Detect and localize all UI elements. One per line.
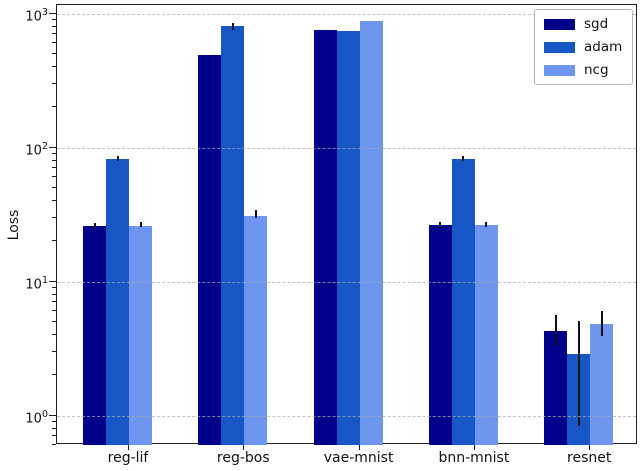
y-tick-exp: 2 (41, 140, 48, 152)
bar-sgd-resnet (544, 330, 568, 445)
error-bar-sgd-bnn-mnist (439, 221, 442, 229)
error-bar-adam-reg-lif (116, 156, 119, 162)
y-minor-tick (52, 199, 56, 201)
y-minor-tick (52, 427, 56, 429)
y-tick-exp: 3 (41, 6, 48, 18)
y-minor-tick (52, 350, 56, 352)
error-bar-sgd-resnet (554, 315, 557, 346)
y-gridline-10e1 (57, 281, 636, 283)
error-bar-ncg-resnet (600, 311, 603, 337)
y-tick-base: 10 (25, 8, 42, 24)
x-tick-label-reg-lif: reg-lif (107, 450, 149, 466)
error-bar-adam-resnet (577, 320, 580, 426)
bar-adam-reg-lif (106, 159, 129, 445)
y-minor-tick (52, 152, 56, 154)
bar-adam-reg-bos (221, 25, 245, 445)
y-tick-label: 102 (2, 138, 48, 160)
bar-adam-bnn-mnist (451, 159, 475, 445)
y-minor-tick (52, 374, 56, 376)
y-minor-tick (52, 18, 56, 20)
x-tick (589, 444, 591, 450)
legend: sgd adam ncg (534, 9, 634, 85)
legend-label: adam (584, 39, 623, 55)
y-minor-tick (52, 240, 56, 242)
bar-sgd-reg-bos (198, 55, 222, 445)
y-minor-tick (52, 301, 56, 303)
y-minor-tick (52, 52, 56, 54)
error-bar-ncg-bnn-mnist (485, 221, 488, 227)
y-major-tick (49, 12, 56, 14)
legend-item-sgd: sgd (544, 16, 622, 32)
y-tick-exp: 0 (41, 408, 48, 420)
y-tick-base: 10 (25, 142, 42, 158)
y-minor-tick (52, 25, 56, 27)
bar-ncg-reg-bos (244, 215, 268, 445)
y-minor-tick (52, 286, 56, 288)
x-tick-label-resnet: resnet (567, 450, 612, 466)
error-bar-adam-reg-bos (231, 23, 234, 30)
error-bar-sgd-reg-lif (93, 222, 96, 229)
bar-adam-vae-mnist (336, 30, 360, 445)
y-minor-tick (52, 186, 56, 188)
x-tick-label-bnn-mnist: bnn-mnist (438, 450, 510, 466)
x-tick (473, 444, 475, 450)
y-minor-tick (52, 106, 56, 108)
y-tick-label: 101 (2, 272, 48, 294)
y-minor-tick (52, 420, 56, 422)
y-minor-tick (52, 159, 56, 161)
x-tick (358, 444, 360, 450)
y-minor-tick (52, 33, 56, 35)
y-minor-tick (52, 444, 56, 446)
y-major-tick (49, 146, 56, 148)
y-gridline-10e2 (57, 147, 636, 149)
bar-sgd-bnn-mnist (428, 224, 452, 445)
x-tick (128, 444, 129, 450)
x-tick (243, 444, 245, 450)
y-minor-tick (52, 333, 56, 335)
y-tick-base: 10 (25, 410, 42, 426)
x-tick-label-reg-bos: reg-bos (216, 450, 270, 466)
y-minor-tick (52, 65, 56, 67)
legend-swatch (544, 64, 575, 76)
legend-item-ncg: ncg (544, 62, 622, 78)
error-bar-adam-bnn-mnist (462, 155, 465, 162)
y-tick-label: 100 (2, 406, 48, 428)
legend-item-adam: adam (544, 39, 622, 55)
legend-label: ncg (584, 62, 609, 78)
y-major-tick (49, 280, 56, 282)
legend-label: sgd (584, 16, 609, 32)
bar-ncg-vae-mnist (359, 21, 383, 445)
y-minor-tick (52, 310, 56, 312)
bar-ncg-resnet (590, 324, 614, 445)
legend-swatch (544, 41, 575, 53)
y-minor-tick (52, 435, 56, 437)
bar-sgd-reg-lif (83, 225, 106, 445)
legend-swatch (544, 18, 575, 30)
y-major-tick (49, 414, 56, 416)
y-axis-label: Loss (6, 209, 22, 241)
y-tick-label: 103 (2, 4, 48, 26)
y-minor-tick (52, 167, 56, 169)
y-minor-tick (52, 176, 56, 178)
bar-sgd-vae-mnist (313, 29, 337, 445)
error-bar-ncg-reg-lif (139, 221, 142, 227)
y-minor-tick (52, 293, 56, 295)
y-tick-base: 10 (25, 276, 42, 292)
bar-ncg-reg-lif (129, 225, 152, 445)
y-minor-tick (52, 82, 56, 84)
y-gridline-10e3 (57, 13, 636, 15)
y-minor-tick (52, 216, 56, 218)
y-minor-tick (52, 320, 56, 322)
x-tick-label-vae-mnist: vae-mnist (323, 450, 394, 466)
y-minor-tick (52, 42, 56, 44)
y-tick-exp: 1 (41, 274, 48, 286)
y-gridline-10e0 (57, 415, 636, 417)
bar-ncg-bnn-mnist (474, 224, 498, 445)
error-bar-ncg-reg-bos (254, 210, 257, 218)
